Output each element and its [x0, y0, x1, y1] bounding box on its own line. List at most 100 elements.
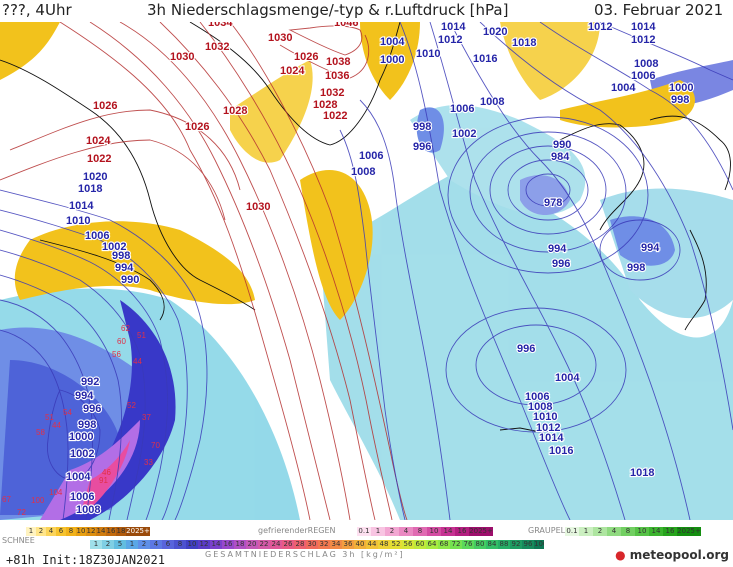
pressure-label: 1028 — [223, 105, 247, 117]
graupel-scale: 0.1 1 2 4 8 10 14 16 2025+ — [565, 527, 701, 536]
pressure-label: 1018 — [512, 37, 536, 49]
pressure-label: 1006 — [70, 491, 94, 503]
pressure-label: 998 — [78, 419, 96, 431]
legend-value: 2 — [36, 527, 46, 536]
pressure-label: 1008 — [351, 166, 375, 178]
legend-value: 8 — [66, 527, 76, 536]
legend-value: 12 — [198, 540, 210, 549]
pressure-label: 1046 — [334, 22, 358, 29]
legend-value: 4 — [46, 527, 56, 536]
pressure-label: 1000 — [380, 54, 404, 66]
pressure-label: 1032 — [320, 87, 344, 99]
precip-amount-label: 33 — [144, 458, 153, 467]
pressure-label: 992 — [81, 376, 99, 388]
pressure-label: 1030 — [170, 51, 194, 63]
legend-value: 2 — [593, 527, 607, 536]
legend-value: 64 — [426, 540, 438, 549]
run-label: ???, 4Uhr — [2, 1, 72, 19]
precip-amount-label: 70 — [151, 441, 160, 450]
legend-value: 2025+ — [126, 527, 150, 536]
legend-value: 10 — [186, 540, 198, 549]
legend-value: 1 — [90, 540, 102, 549]
pressure-label: 1008 — [76, 504, 100, 516]
isobars-low — [0, 22, 733, 520]
legend-value: 4 — [607, 527, 621, 536]
legend-value: 16 — [455, 527, 469, 536]
precip-amount-label: 51 — [45, 413, 54, 422]
legend-value: 4 — [399, 527, 413, 536]
pressure-label: 998 — [112, 250, 130, 262]
precip-amount-label: 51 — [137, 331, 146, 340]
legend-value: 14 — [96, 527, 106, 536]
legend-value: 22 — [258, 540, 270, 549]
legend-value: 2025+ — [469, 527, 493, 536]
pressure-label: 1002 — [70, 448, 94, 460]
legend-value: 28 — [294, 540, 306, 549]
legend-value: 18 — [234, 540, 246, 549]
graupel-label: GRAUPEL — [528, 526, 566, 535]
init-time: +81h Init:18Z30JAN2021 — [6, 553, 165, 567]
forecast-date: 03. Februar 2021 — [594, 1, 724, 19]
legend-value: 26 — [282, 540, 294, 549]
pressure-label: 1018 — [630, 467, 654, 479]
precip-amount-label: 58 — [36, 428, 45, 437]
legend-value: 30 — [306, 540, 318, 549]
pressure-label: 1018 — [78, 183, 102, 195]
precip-amount-label: 44 — [133, 357, 142, 366]
pressure-label: 1006 — [525, 391, 549, 403]
legend-value: 10 — [76, 527, 86, 536]
pressure-label: 1026 — [294, 51, 318, 63]
precip-amount-label: 46 — [102, 468, 111, 477]
precip-amount-label: 37 — [142, 413, 151, 422]
pressure-label: 1024 — [280, 65, 305, 77]
legend-value: 6 — [56, 527, 66, 536]
legend-value: 40 — [354, 540, 366, 549]
pressure-label: 1016 — [473, 53, 497, 65]
pressure-label: 1006 — [631, 70, 655, 82]
pressure-label: 1038 — [326, 56, 350, 68]
legend-value: 8 — [413, 527, 427, 536]
brand-name: meteopool.org — [629, 548, 729, 562]
pressure-label: 1014 — [539, 432, 564, 444]
legend-value: 0.1 — [565, 527, 579, 536]
legend-value: 14 — [649, 527, 663, 536]
legend-value: 34 — [330, 540, 342, 549]
pressure-label: 1006 — [450, 103, 474, 115]
pressure-label: 994 — [75, 390, 94, 402]
legend-value: 72 — [450, 540, 462, 549]
legend-value: 56 — [402, 540, 414, 549]
precip-amount-label: 72 — [17, 508, 26, 517]
pressure-label: 1034 — [208, 22, 233, 29]
pressure-label: 1014 — [631, 22, 656, 33]
legend-value: 2 — [385, 527, 399, 536]
pressure-label: 1032 — [205, 41, 229, 53]
legend-value: 1 — [26, 527, 36, 536]
legend-value: 24 — [270, 540, 282, 549]
legend-value: 60 — [414, 540, 426, 549]
precip-amount-label: 54 — [63, 408, 72, 417]
legend-value: 16 — [663, 527, 677, 536]
pressure-label: 994 — [548, 243, 567, 255]
pressure-label: 1022 — [87, 153, 111, 165]
pressure-label: 994 — [115, 262, 134, 274]
pressure-label: 1014 — [69, 200, 94, 212]
header: ???, 4Uhr 3h Niederschlagsmenge/-typ & r… — [0, 0, 733, 22]
pressure-label: 1020 — [483, 26, 507, 38]
snow-field — [0, 22, 695, 320]
legend-value: 1 — [371, 527, 385, 536]
pressure-label: 1016 — [549, 445, 573, 457]
pressure-label: 1000 — [669, 82, 693, 94]
precip-amount-label: 100 — [31, 496, 45, 505]
legend-value: 32 — [318, 540, 330, 549]
legend-value: 2 — [102, 540, 114, 549]
pressure-label: 1008 — [480, 96, 504, 108]
snow-label: SCHNEE — [2, 536, 35, 545]
pressure-label: 984 — [551, 151, 570, 163]
legend-value: 14 — [210, 540, 222, 549]
legend-value: 100 — [534, 540, 544, 549]
pressure-label: 996 — [413, 141, 431, 153]
pressure-label: 998 — [627, 262, 645, 274]
